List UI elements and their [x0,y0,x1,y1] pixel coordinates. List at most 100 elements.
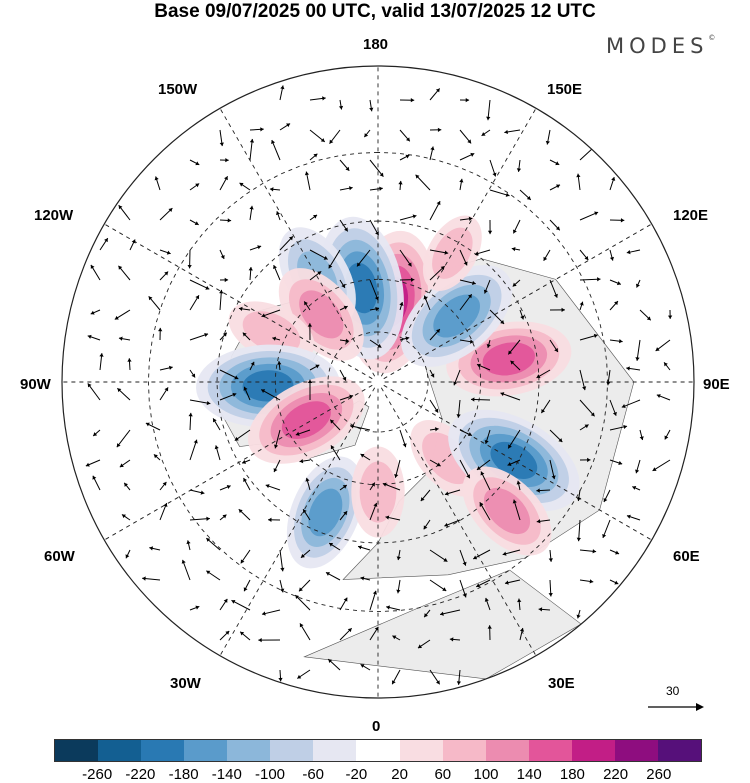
wind-arrow-icon [423,295,431,311]
wind-arrow-icon [548,579,553,597]
colorbar-tick-label: 20 [391,766,408,783]
wind-arrow-icon [271,139,281,161]
wind-arrow-icon [470,397,491,402]
wind-arrow-icon [240,549,251,564]
wind-arrow-icon [579,211,599,221]
wind-arrow-icon [536,519,551,524]
wind-arrow-icon [415,174,431,191]
wind-arrow-icon [429,427,439,432]
wind-arrow-icon [479,502,491,521]
wind-arrow-icon [148,295,161,311]
meridian-line [219,108,376,377]
wind-arrow-icon [609,339,623,344]
wind-arrow-icon [363,129,371,138]
wind-arrow-icon [453,369,461,386]
wind-arrow-icon [511,247,521,252]
wind-arrow-icon [609,549,620,555]
wind-arrow-icon [519,189,532,201]
wind-arrow-icon [636,279,641,288]
wind-arrow-icon [548,549,553,562]
wind-arrow-icon [349,424,371,431]
wind-arrow-icon [429,369,435,378]
wind-arrow-icon [484,597,491,611]
wind-arrow-icon [127,358,132,371]
wind-arrow-icon [249,127,264,132]
wind-arrow-icon [242,332,251,341]
wind-arrow-icon [214,445,221,461]
wind-arrow-icon [609,424,628,431]
wind-arrow-icon [303,301,311,311]
wind-arrow-icon [219,369,239,380]
wind-arrow-icon [298,579,311,592]
wind-arrow-icon [429,549,448,562]
colorbar-segment [227,740,271,761]
wind-arrow-icon [579,424,589,431]
wind-arrow-icon [99,353,104,371]
wind-arrow-icon [606,369,611,386]
wind-arrow-icon [188,412,193,431]
wind-arrow-icon [399,429,407,448]
wind-arrow-icon [579,301,584,311]
wind-arrow-icon [507,339,521,355]
wind-arrow-icon [459,339,474,344]
wind-arrow-icon [219,630,230,641]
wind-arrow-icon [489,309,505,325]
wind-arrow-icon [369,159,384,177]
graticule [62,66,694,698]
wind-arrow-icon [159,387,169,401]
wind-arrow-icon [339,484,348,491]
wind-arrow-icon [279,85,285,101]
wind-arrow-icon [399,98,415,103]
colorbar-segment [313,740,357,761]
wind-arrow-icon [398,180,403,191]
colorbar-segment [399,740,443,761]
wind-arrow-icon [579,579,594,584]
wind-arrow-icon [399,129,411,142]
reference-arrow-icon [648,703,704,711]
wind-arrow-icon [576,609,581,619]
wind-arrow-icon [476,459,491,471]
wind-arrow-icon [456,399,461,418]
wind-arrow-icon [486,99,491,121]
anomaly-contour [308,488,343,537]
wind-arrow-icon [189,439,198,461]
wind-arrow-icon [295,429,311,436]
wind-arrow-icon [449,637,461,642]
wind-arrow-icon [339,510,348,521]
anomaly-contour [482,342,535,376]
wind-arrow-icon [339,279,346,289]
wind-arrow-icon [328,542,341,551]
wind-arrow-icon [159,502,168,521]
colorbar-segment [485,740,529,761]
wind-arrow-icon [279,579,285,593]
wind-arrow-icon [500,392,521,401]
wind-arrow-icon [238,508,251,521]
wind-arrow-icon [360,576,371,581]
wind-arrow-icon [429,328,441,341]
wind-arrow-icon [360,663,371,671]
wind-arrow-icon [476,363,491,371]
wind-arrow-icon [576,519,581,542]
wind-arrow-icon [579,277,601,282]
wind-arrow-icon [504,579,521,585]
colorbar-segment [528,740,572,761]
wind-arrow-icon [273,459,281,473]
wind-arrow-icon [114,309,131,320]
lon-label-120w: 120W [34,207,74,224]
wind-arrow-icon [189,159,200,166]
wind-arrow-icon [391,669,401,685]
wind-arrow-icon [456,669,462,685]
lon-label-90w: 90W [20,376,51,393]
wind-arrow-icon [429,399,439,413]
wind-arrow-icon [549,339,559,353]
wind-arrow-icon [369,590,377,611]
wind-arrow-icon [339,394,354,401]
anomaly-contour [432,227,473,279]
wind-arrow-icon [278,669,283,682]
colorbar-segment [55,740,99,761]
wind-arrow-icon [549,459,556,480]
wind-arrow-icon [399,249,412,267]
wind-arrow-icon [392,635,401,641]
wind-arrow-icon [429,200,441,221]
